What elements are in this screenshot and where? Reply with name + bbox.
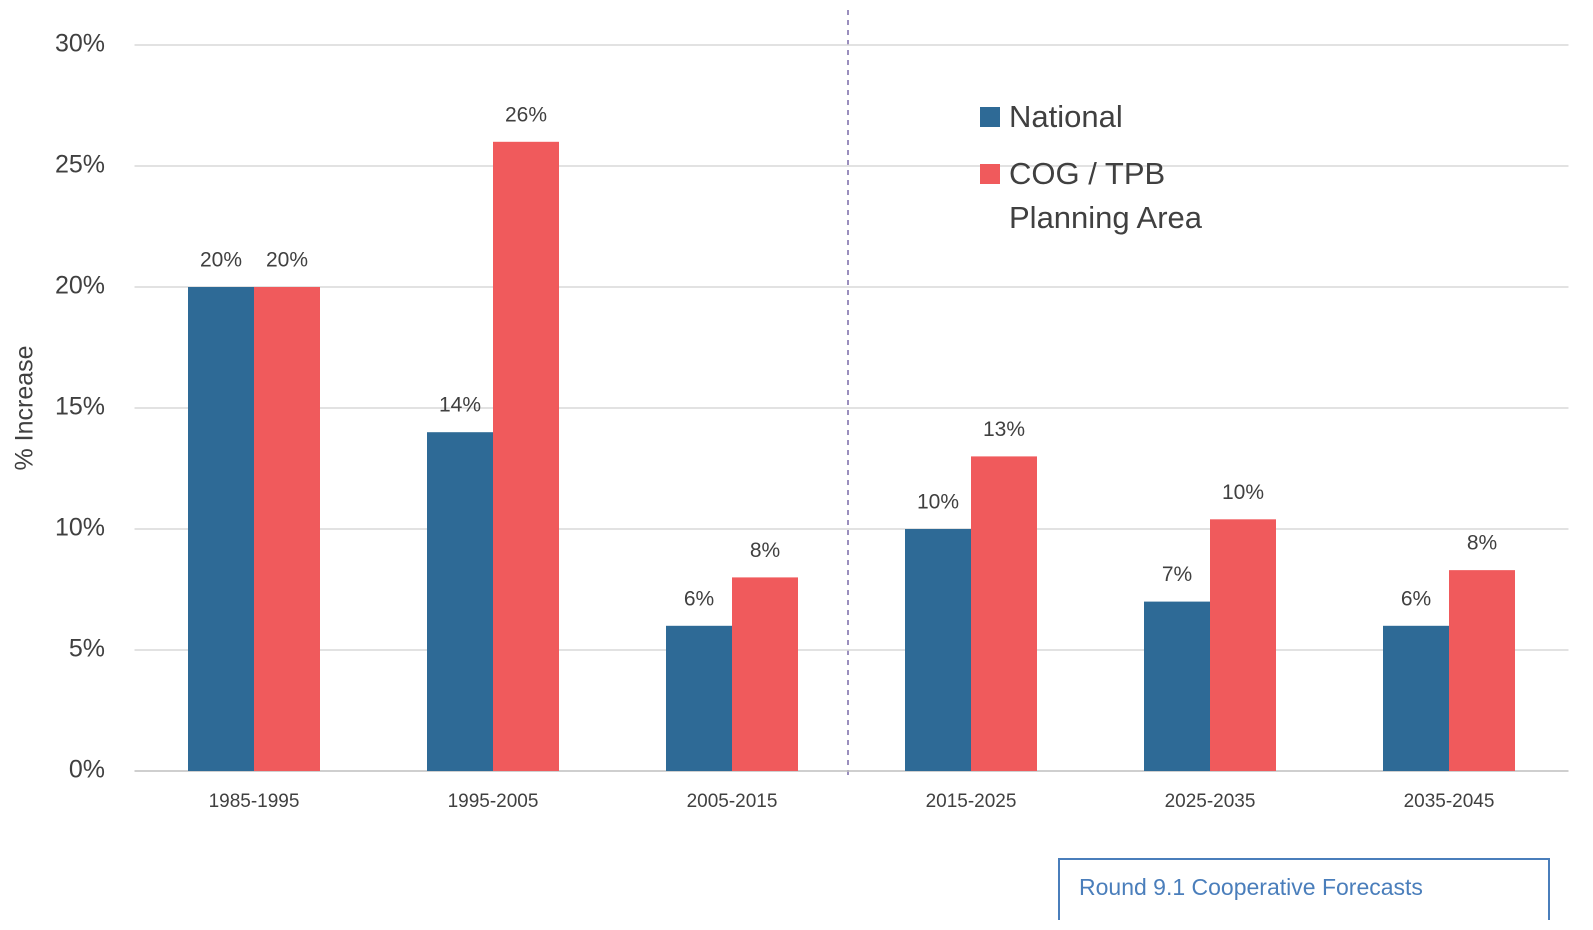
data-label: 10%	[917, 491, 959, 514]
y-axis-label: % Increase	[11, 345, 39, 470]
legend-item: National	[980, 95, 1240, 139]
bar	[1383, 625, 1449, 771]
data-label: 14%	[439, 394, 481, 417]
bar	[427, 432, 493, 771]
y-tick-label: 20%	[55, 272, 105, 300]
x-tick-label: 1985-1995	[209, 791, 300, 812]
bar	[254, 287, 320, 771]
bar	[1449, 570, 1515, 771]
bar	[493, 141, 559, 772]
data-label: 20%	[200, 249, 242, 272]
bar	[666, 625, 732, 771]
x-tick-label: 2025-2035	[1165, 791, 1256, 812]
legend-swatch	[980, 107, 1000, 127]
bar	[905, 529, 971, 771]
data-label: 7%	[1162, 563, 1192, 586]
y-tick-label: 5%	[69, 635, 105, 663]
data-label: 8%	[1467, 532, 1497, 555]
bar	[732, 577, 798, 771]
data-label: 6%	[1401, 587, 1431, 610]
data-label: 8%	[750, 539, 780, 562]
annotation: Round 9.1 Cooperative Forecasts	[1058, 858, 1550, 920]
x-tick-label: 2015-2025	[926, 791, 1017, 812]
data-label: 10%	[1222, 481, 1264, 504]
bar	[188, 287, 254, 771]
data-label: 26%	[505, 103, 547, 126]
legend-swatch	[980, 164, 1000, 184]
x-tick-label: 2035-2045	[1404, 791, 1495, 812]
y-tick-label: 0%	[69, 756, 105, 784]
legend-label: National	[1009, 99, 1123, 134]
x-tick-label: 1995-2005	[448, 791, 539, 812]
bar	[971, 456, 1037, 771]
y-tick-label: 30%	[55, 30, 105, 58]
legend-label: COG / TPB Planning Area	[1009, 156, 1203, 235]
x-tick-label: 2005-2015	[687, 791, 778, 812]
bar	[1144, 601, 1210, 771]
data-label: 20%	[266, 249, 308, 272]
data-label: 13%	[983, 418, 1025, 441]
y-tick-label: 15%	[55, 393, 105, 421]
data-label: 6%	[684, 587, 714, 610]
bar	[1210, 519, 1276, 771]
legend-item: COG / TPB Planning Area	[980, 152, 1240, 240]
y-tick-label: 10%	[55, 514, 105, 542]
y-tick-label: 25%	[55, 151, 105, 179]
legend: National COG / TPB Planning Area	[980, 95, 1240, 253]
